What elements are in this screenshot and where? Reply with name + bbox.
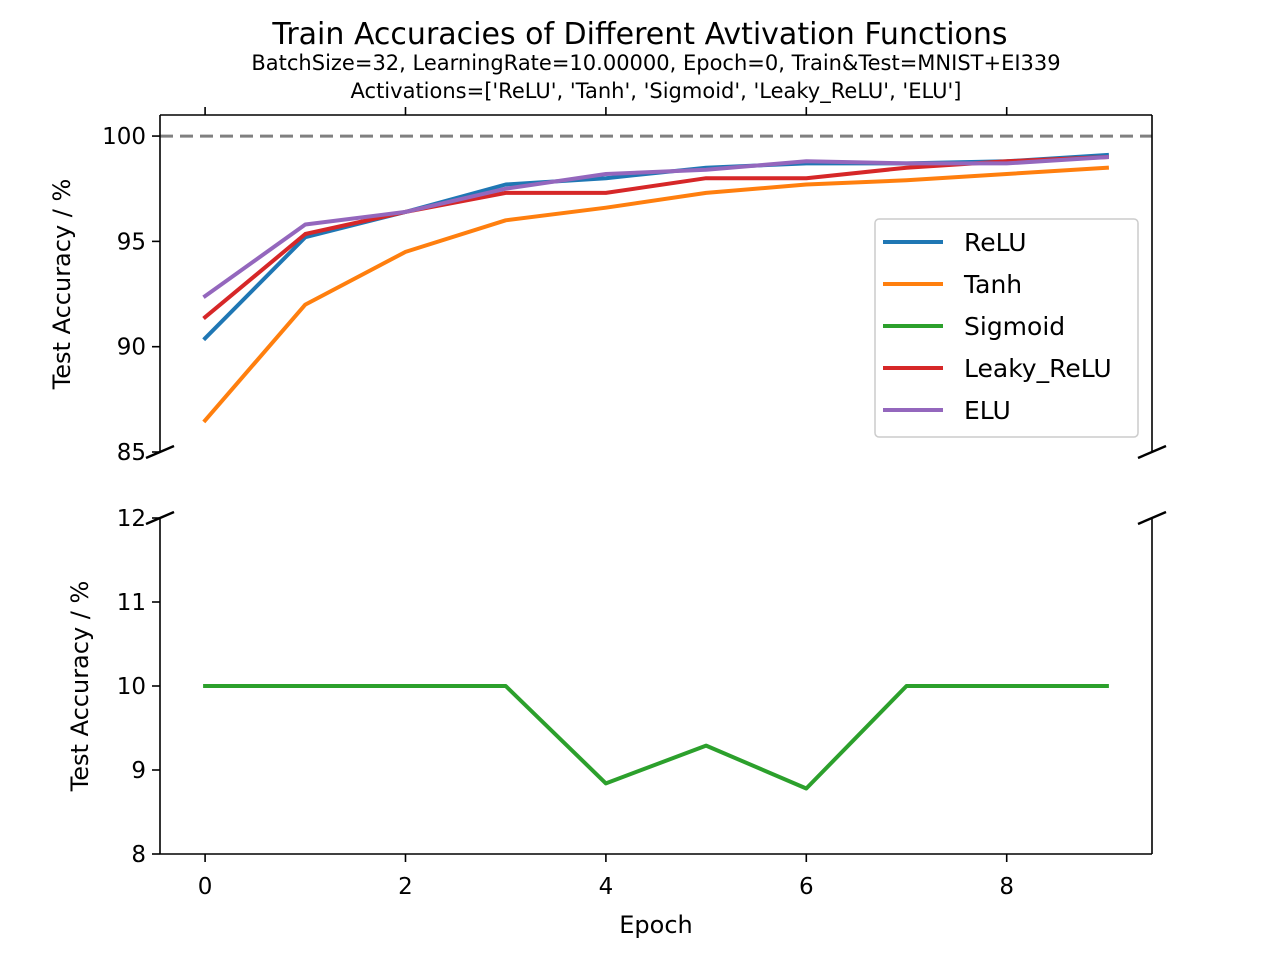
x-tick-label: 8 xyxy=(999,874,1014,900)
legend: ReLU Tanh Sigmoid Leaky_ReLU ELU xyxy=(874,218,1139,438)
legend-label: ReLU xyxy=(964,228,1027,257)
y-tick-label: 100 xyxy=(102,124,146,150)
x-tick-label: 0 xyxy=(198,874,213,900)
y-tick-label: 9 xyxy=(131,758,146,784)
legend-label: Leaky_ReLU xyxy=(964,354,1112,383)
x-tick-label: 6 xyxy=(799,874,814,900)
y-tick-label: 11 xyxy=(117,590,146,616)
y-axis-label-upper: Test Accuracy / % xyxy=(48,179,76,391)
y-tick-label: 10 xyxy=(117,674,146,700)
y-tick-label: 8 xyxy=(131,842,146,868)
legend-box xyxy=(874,218,1139,438)
legend-label: Tanh xyxy=(963,270,1022,299)
series-line-elu xyxy=(202,154,1110,299)
legend-label: ELU xyxy=(964,396,1011,425)
x-tick-label: 2 xyxy=(398,874,413,900)
axis-break-mark xyxy=(1137,444,1167,460)
axis-break-mark xyxy=(145,510,175,526)
chart-title: Train Accuracies of Different Avtivation… xyxy=(271,17,1007,52)
y-axis-label-lower: Test Accuracy / % xyxy=(66,581,94,793)
series-line-sigmoid xyxy=(203,684,1109,791)
series-line-tanh xyxy=(202,165,1110,424)
x-axis-label: Epoch xyxy=(619,911,693,939)
lower-panel: 8 9 10 11 12 0 2 4 6 8 xyxy=(117,506,1167,900)
upper-panel: 85 90 95 100 xyxy=(102,107,1167,466)
axis-break-mark xyxy=(145,444,175,460)
legend-label: Sigmoid xyxy=(964,312,1065,341)
y-tick-label: 12 xyxy=(117,506,146,532)
chart-subtitle-line-1: BatchSize=32, LearningRate=10.00000, Epo… xyxy=(251,51,1060,75)
x-tick-label: 4 xyxy=(599,874,614,900)
y-tick-label: 85 xyxy=(117,440,146,466)
y-tick-label: 90 xyxy=(117,335,146,361)
chart-subtitle-line-2: Activations=['ReLU', 'Tanh', 'Sigmoid', … xyxy=(351,79,962,104)
axis-break-mark xyxy=(1137,510,1167,526)
y-tick-label: 95 xyxy=(117,229,146,255)
